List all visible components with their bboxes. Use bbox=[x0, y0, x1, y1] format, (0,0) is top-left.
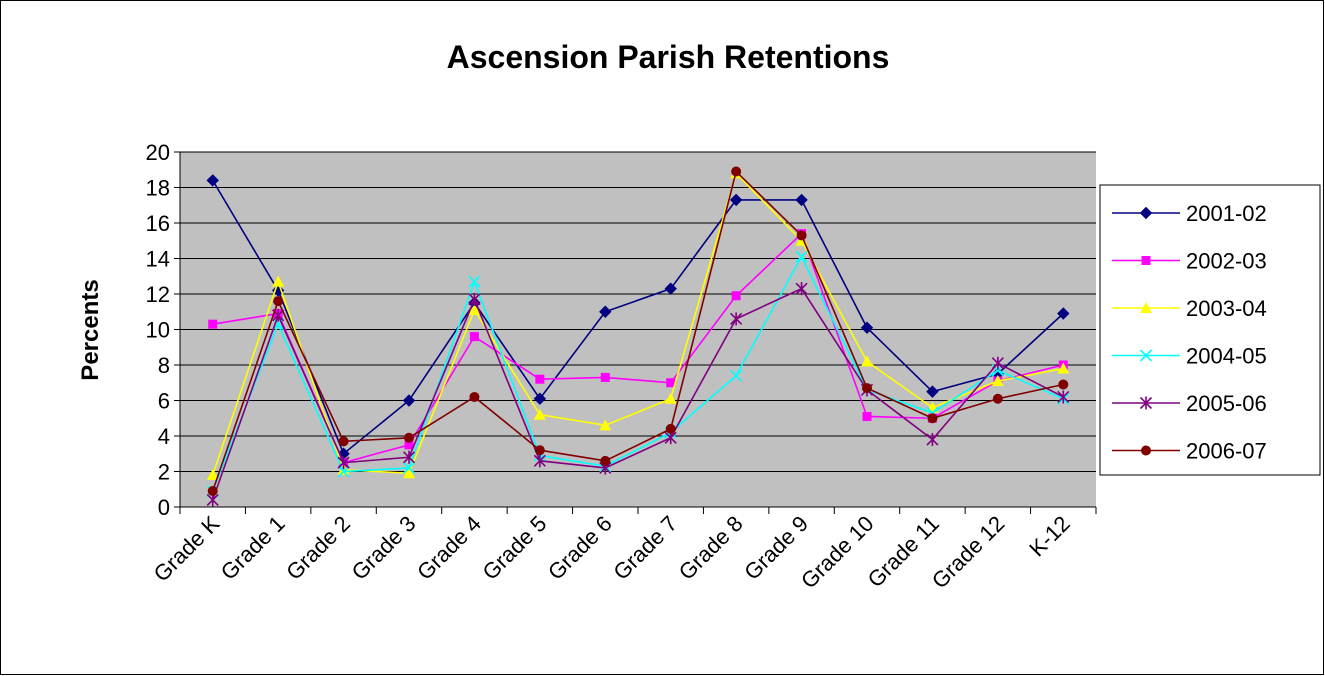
legend-label: 2006-07 bbox=[1186, 439, 1267, 464]
marker bbox=[403, 467, 415, 479]
marker bbox=[862, 383, 872, 394]
marker bbox=[533, 408, 546, 420]
marker bbox=[468, 292, 481, 306]
legend-label: 2005-06 bbox=[1186, 391, 1267, 416]
marker bbox=[337, 465, 350, 478]
marker bbox=[796, 230, 807, 241]
chart-title: Ascension Parish Retentions bbox=[447, 39, 890, 75]
marker bbox=[338, 436, 349, 447]
marker bbox=[599, 419, 612, 431]
marker bbox=[1139, 206, 1153, 220]
marker bbox=[666, 378, 676, 388]
marker bbox=[860, 321, 874, 334]
marker bbox=[535, 374, 545, 384]
marker bbox=[861, 355, 873, 367]
series-line bbox=[211, 169, 1064, 492]
marker bbox=[992, 393, 1003, 404]
marker bbox=[1139, 396, 1153, 410]
y-tick-label: 2 bbox=[158, 460, 170, 485]
marker bbox=[1057, 390, 1070, 404]
marker bbox=[730, 369, 743, 382]
y-axis-label: Percents bbox=[77, 279, 104, 380]
marker bbox=[272, 275, 285, 287]
y-tick-label: 12 bbox=[146, 282, 170, 307]
marker bbox=[404, 432, 414, 443]
marker bbox=[795, 193, 808, 207]
series-line bbox=[211, 254, 1064, 492]
y-tick-label: 20 bbox=[146, 140, 170, 165]
legend-label: 2001-02 bbox=[1186, 201, 1267, 226]
y-tick-label: 10 bbox=[146, 318, 170, 343]
marker bbox=[468, 303, 481, 315]
marker bbox=[731, 291, 741, 301]
marker bbox=[534, 445, 545, 456]
legend: 2001-02 2002-03 2003-04 2004-05 2005-06 2006-… bbox=[1099, 184, 1321, 476]
marker bbox=[469, 332, 479, 342]
marker bbox=[731, 166, 742, 177]
legend-label: 2002-03 bbox=[1186, 249, 1267, 274]
series-line bbox=[212, 179, 1064, 456]
y-tick-label: 8 bbox=[158, 353, 170, 378]
marker bbox=[206, 469, 219, 481]
marker bbox=[991, 356, 1004, 370]
marker bbox=[730, 312, 743, 326]
y-tick-label: 14 bbox=[146, 247, 170, 272]
marker bbox=[795, 282, 808, 296]
marker bbox=[926, 433, 939, 447]
y-tick-label: 4 bbox=[158, 424, 170, 449]
marker bbox=[991, 374, 1004, 386]
y-tick-label: 6 bbox=[158, 389, 170, 414]
marker bbox=[926, 385, 939, 398]
marker bbox=[337, 456, 350, 470]
marker bbox=[1141, 445, 1151, 456]
series-line bbox=[212, 232, 1064, 464]
y-tick-label: 0 bbox=[158, 495, 170, 520]
marker bbox=[402, 394, 416, 407]
marker bbox=[927, 413, 938, 424]
marker bbox=[600, 455, 611, 466]
marker bbox=[533, 392, 547, 405]
marker bbox=[665, 423, 676, 434]
marker bbox=[664, 282, 677, 295]
marker bbox=[729, 193, 743, 207]
marker bbox=[402, 450, 416, 464]
y-tick-label: 18 bbox=[146, 176, 170, 201]
marker bbox=[469, 391, 480, 402]
marker bbox=[533, 454, 546, 468]
marker bbox=[402, 461, 416, 475]
legend-label: 2003-04 bbox=[1186, 296, 1267, 321]
marker bbox=[207, 486, 218, 497]
marker bbox=[1140, 302, 1152, 313]
marker bbox=[795, 250, 808, 263]
legend-box bbox=[1099, 184, 1321, 476]
legend-label: 2004-05 bbox=[1186, 344, 1267, 369]
marker bbox=[206, 174, 219, 187]
marker bbox=[1057, 307, 1070, 320]
marker bbox=[1139, 349, 1153, 362]
marker bbox=[600, 372, 610, 382]
marker bbox=[1141, 256, 1151, 265]
series-line bbox=[211, 287, 1064, 501]
marker bbox=[664, 392, 677, 404]
marker bbox=[1058, 379, 1069, 390]
marker bbox=[1057, 362, 1070, 374]
marker bbox=[273, 296, 284, 307]
marker bbox=[468, 275, 481, 288]
marker bbox=[862, 411, 872, 421]
y-tick-label: 16 bbox=[146, 211, 170, 236]
marker bbox=[404, 440, 414, 450]
marker bbox=[599, 305, 612, 318]
marker bbox=[208, 319, 218, 329]
